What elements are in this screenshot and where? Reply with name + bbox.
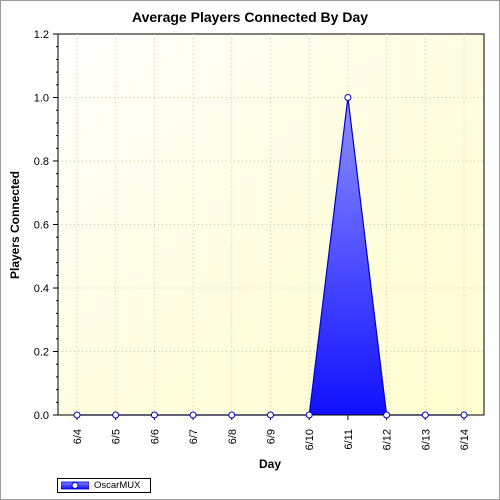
y-tick-label: 0.6 — [34, 220, 49, 232]
x-tick-label: 6/9 — [266, 429, 278, 444]
y-axis-label: Players Connected — [8, 170, 22, 280]
x-tick-label: 6/11 — [343, 429, 355, 450]
data-point — [344, 94, 352, 101]
data-point — [189, 411, 197, 419]
x-tick-label: 6/6 — [149, 429, 161, 444]
legend-swatch-oscarmux — [61, 481, 89, 490]
data-point — [267, 411, 274, 419]
grid-lines — [58, 34, 484, 415]
data-point — [112, 411, 120, 419]
x-tick-label: 6/5 — [111, 429, 123, 444]
x-tick-label: 6/12 — [382, 429, 394, 450]
y-tick-label: 0.8 — [34, 156, 49, 168]
data-point — [421, 411, 429, 419]
data-point — [383, 411, 391, 419]
series-area — [77, 97, 464, 415]
data-point — [150, 411, 158, 419]
chart-title: Average Players Connected By Day — [131, 9, 369, 25]
x-tick-label: 6/13 — [420, 429, 432, 450]
data-point — [73, 411, 81, 419]
x-tick-label: 6/8 — [227, 429, 239, 444]
x-tick-label: 6/4 — [72, 429, 84, 444]
y-tick-label: 0.4 — [34, 283, 49, 295]
data-point — [228, 411, 236, 419]
legend-label-oscarmux: OscarMUX — [94, 480, 141, 491]
data-point — [305, 411, 313, 419]
x-tick-label: 6/10 — [304, 429, 316, 450]
y-tick-label: 0.2 — [34, 347, 49, 359]
data-point — [460, 411, 468, 419]
x-tick-label: 6/14 — [459, 429, 471, 450]
axes: 0.0 0.2 0.4 0.6 0.8 1.0 1.2 6/4 6/5 6/6 6/7 6/8 6/9 6… — [34, 29, 484, 450]
y-tick-label: 1.2 — [34, 29, 49, 41]
y-tick-label: 0.0 — [34, 410, 49, 422]
legend: OscarMUX — [57, 478, 151, 493]
x-tick-label: 6/7 — [188, 429, 200, 444]
x-axis-label: Day — [258, 457, 281, 471]
y-tick-label: 1.0 — [34, 93, 49, 105]
series-markers — [73, 94, 468, 419]
